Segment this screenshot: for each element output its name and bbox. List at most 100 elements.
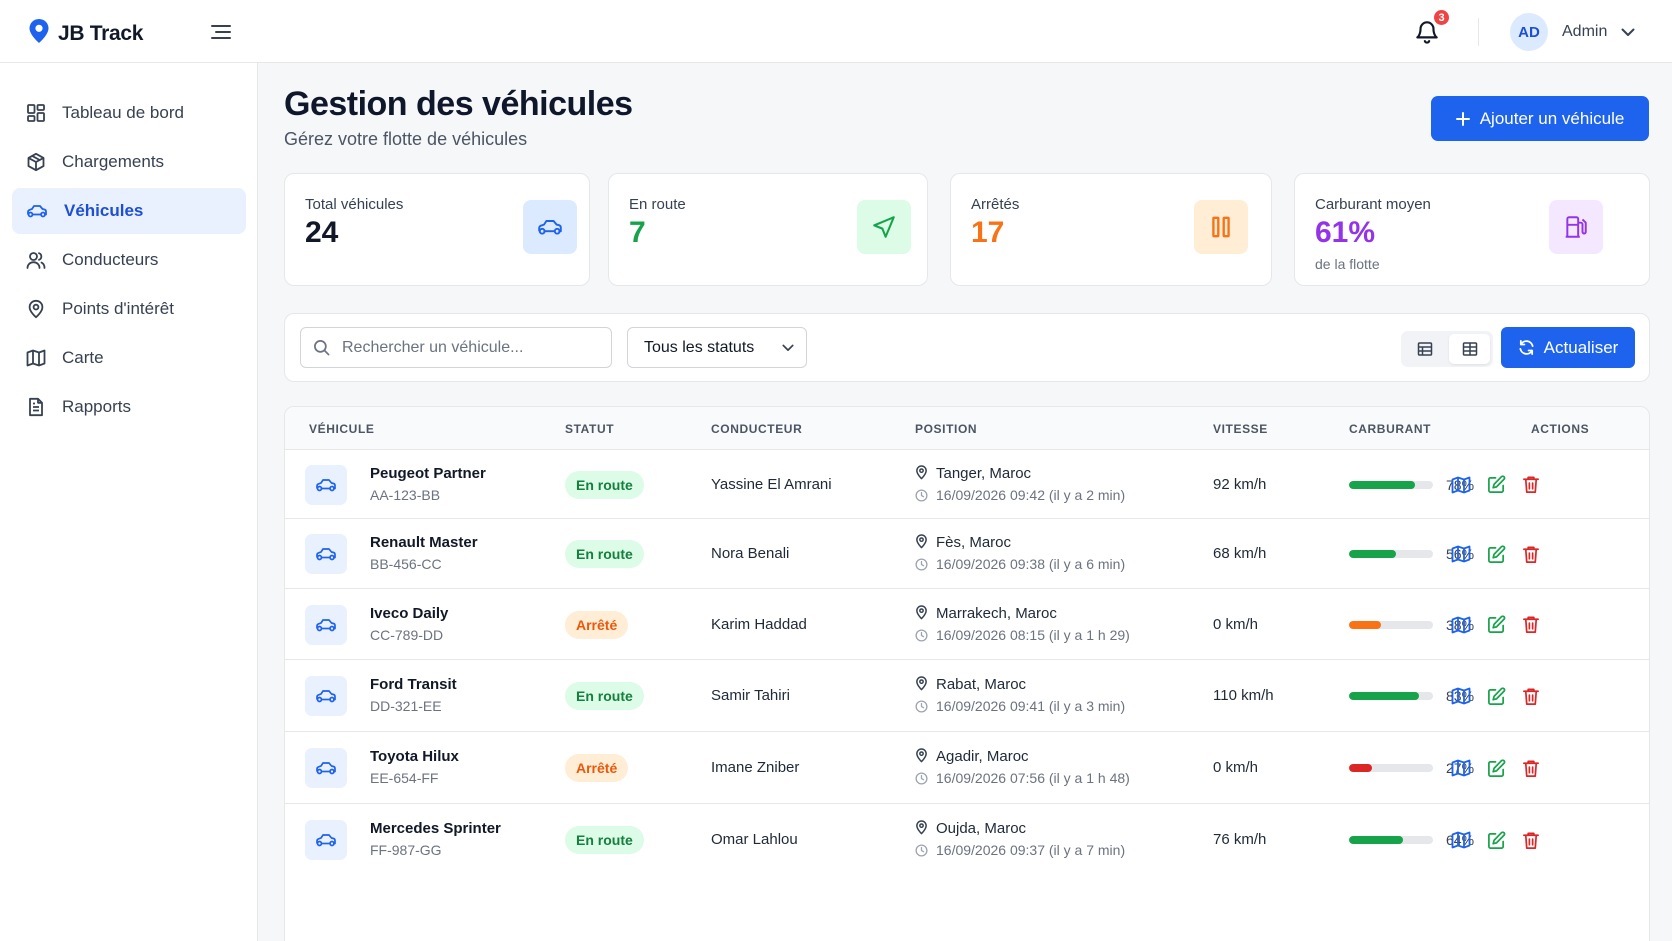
stat-card-en-route: En route 7	[608, 173, 928, 286]
car-icon	[523, 200, 577, 254]
clock-icon	[915, 700, 928, 713]
fuel-bar-fill	[1349, 836, 1403, 844]
vehicle-name: Renault Master	[370, 534, 478, 551]
edit-button[interactable]	[1484, 828, 1508, 852]
box-icon	[27, 152, 45, 172]
vehicle-speed: 76 km/h	[1213, 831, 1267, 848]
status-select[interactable]: Tous les statuts	[627, 327, 807, 368]
user-menu[interactable]: AD Admin	[1510, 13, 1635, 51]
view-on-map-button[interactable]	[1449, 613, 1473, 637]
status-badge: Arrêté	[565, 754, 629, 782]
column-header: VITESSE	[1213, 422, 1268, 436]
delete-button[interactable]	[1519, 613, 1543, 637]
sidebar-item-map[interactable]: Carte	[12, 335, 246, 381]
city-text: Agadir, Maroc	[936, 748, 1029, 765]
table-row[interactable]: Ford Transit DD-321-EE En route Samir Ta…	[285, 660, 1649, 732]
refresh-button[interactable]: Actualiser	[1501, 327, 1635, 368]
delete-button[interactable]	[1519, 473, 1543, 497]
list-view-button[interactable]	[1404, 334, 1445, 364]
sidebar-item-vehicles[interactable]: Véhicules	[12, 188, 246, 234]
view-on-map-button[interactable]	[1449, 756, 1473, 780]
edit-button[interactable]	[1484, 756, 1508, 780]
map-pin-icon	[916, 604, 927, 620]
vehicle-speed: 92 km/h	[1213, 475, 1267, 493]
position-time: 16/09/2026 09:41 (il y a 3 min)	[915, 698, 1125, 714]
sidebar-item-dashboard[interactable]: Tableau de bord	[12, 90, 246, 136]
delete-button[interactable]	[1519, 542, 1543, 566]
fuel-bar	[1349, 836, 1433, 844]
map-pin-icon	[916, 820, 927, 835]
driver-name: Samir Tahiri	[711, 687, 790, 704]
page-title: Gestion des véhicules	[284, 85, 633, 123]
table-row[interactable]: Peugeot Partner AA-123-BB En route Yassi…	[285, 450, 1649, 519]
vehicle-speed: 110 km/h	[1213, 687, 1274, 704]
vehicle-speed: 0 km/h	[1213, 759, 1259, 776]
view-on-map-button[interactable]	[1449, 473, 1473, 497]
car-icon	[305, 534, 347, 574]
view-on-map-button[interactable]	[1449, 828, 1473, 852]
delete-button[interactable]	[1519, 756, 1543, 780]
delete-button[interactable]	[1519, 828, 1543, 852]
position-time: 16/09/2026 09:37 (il y a 7 min)	[915, 842, 1125, 858]
edit-button[interactable]	[1484, 542, 1508, 566]
edit-button[interactable]	[1484, 613, 1508, 637]
pause-icon	[1194, 200, 1248, 254]
stat-label: Arrêtés	[971, 196, 1020, 213]
city-text: Tanger, Maroc	[936, 464, 1032, 482]
edit-icon	[1487, 830, 1505, 849]
map-pin-icon	[28, 299, 44, 319]
fuel-bar-fill	[1349, 764, 1372, 772]
sidebar-item-loads[interactable]: Chargements	[12, 139, 246, 185]
map-icon	[26, 349, 46, 367]
table-row[interactable]: Renault Master BB-456-CC En route Nora B…	[285, 519, 1649, 589]
stat-card-stopped: Arrêtés 17	[950, 173, 1272, 286]
sidebar-item-label: Tableau de bord	[62, 103, 184, 122]
avatar: AD	[1510, 13, 1548, 51]
table-row[interactable]: Toyota Hilux EE-654-FF Arrêté Imane Znib…	[285, 732, 1649, 804]
fuel-bar	[1349, 692, 1433, 700]
view-on-map-button[interactable]	[1449, 542, 1473, 566]
trash-icon	[1523, 546, 1539, 563]
table-row[interactable]: Mercedes Sprinter FF-987-GG En route Oma…	[285, 804, 1649, 876]
stat-label: En route	[629, 196, 686, 213]
sidebar: Tableau de bord Chargements Véhicules Co…	[0, 63, 258, 941]
car-icon	[305, 464, 347, 505]
stat-value: 7	[629, 216, 646, 249]
sidebar-item-label: Conducteurs	[62, 250, 159, 269]
search-input[interactable]	[342, 338, 592, 357]
sidebar-item-poi[interactable]: Points d'intérêt	[12, 286, 246, 332]
table-view-button[interactable]	[1449, 334, 1490, 364]
map-icon	[1451, 759, 1471, 777]
notifications-button[interactable]: 3	[1412, 8, 1451, 48]
fuel-icon	[1549, 200, 1603, 254]
map-pin-icon	[916, 464, 927, 480]
fuel-bar-fill	[1349, 620, 1381, 629]
edit-icon	[1487, 758, 1505, 777]
delete-button[interactable]	[1519, 684, 1543, 708]
sidebar-item-drivers[interactable]: Conducteurs	[12, 237, 246, 283]
position-city: Marrakech, Maroc	[915, 605, 1057, 622]
position-city: Oujda, Maroc	[915, 820, 1026, 837]
edit-button[interactable]	[1484, 473, 1508, 497]
status-badge: En route	[565, 826, 644, 854]
time-text: 16/09/2026 09:37 (il y a 7 min)	[936, 842, 1126, 858]
add-vehicle-button[interactable]: Ajouter un véhicule	[1431, 96, 1649, 141]
sidebar-item-reports[interactable]: Rapports	[12, 384, 246, 430]
edit-button[interactable]	[1484, 684, 1508, 708]
stat-label: Carburant moyen	[1315, 196, 1431, 213]
vehicle-plate: FF-987-GG	[370, 842, 442, 858]
view-on-map-button[interactable]	[1449, 684, 1473, 708]
table-header: VÉHICULE STATUT CONDUCTEUR POSITION VITE…	[285, 407, 1649, 450]
car-icon	[305, 820, 347, 860]
fuel-bar	[1349, 620, 1433, 629]
table-row[interactable]: Iveco Daily CC-789-DD Arrêté Karim Hadda…	[285, 589, 1649, 660]
edit-icon	[1487, 544, 1505, 563]
user-name: Admin	[1562, 23, 1608, 40]
menu-toggle-button[interactable]	[208, 20, 234, 44]
brand[interactable]: JB Track	[28, 18, 143, 49]
trash-icon	[1523, 760, 1539, 777]
edit-icon	[1487, 475, 1505, 493]
vehicle-name: Ford Transit	[370, 676, 457, 693]
stat-value: 17	[971, 216, 1005, 249]
chevron-down-icon	[1621, 28, 1635, 36]
